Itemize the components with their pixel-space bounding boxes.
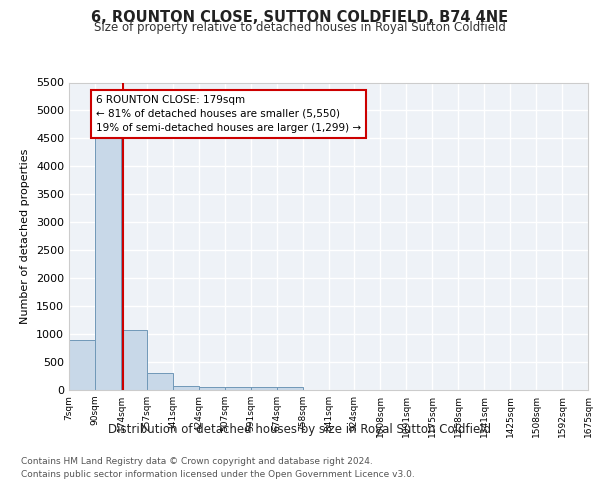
Bar <box>199 386 224 390</box>
Text: Contains HM Land Registry data © Crown copyright and database right 2024.: Contains HM Land Registry data © Crown c… <box>21 458 373 466</box>
Bar <box>277 387 302 390</box>
Bar <box>69 340 95 390</box>
Y-axis label: Number of detached properties: Number of detached properties <box>20 148 31 324</box>
Text: Distribution of detached houses by size in Royal Sutton Coldfield: Distribution of detached houses by size … <box>109 422 491 436</box>
Text: Size of property relative to detached houses in Royal Sutton Coldfield: Size of property relative to detached ho… <box>94 22 506 35</box>
Text: 6 ROUNTON CLOSE: 179sqm
← 81% of detached houses are smaller (5,550)
19% of semi: 6 ROUNTON CLOSE: 179sqm ← 81% of detache… <box>96 95 361 133</box>
Bar <box>121 330 147 390</box>
Bar <box>224 387 251 390</box>
Bar <box>147 373 173 390</box>
Text: Contains public sector information licensed under the Open Government Licence v3: Contains public sector information licen… <box>21 470 415 479</box>
Bar <box>95 136 121 390</box>
Text: 6, ROUNTON CLOSE, SUTTON COLDFIELD, B74 4NE: 6, ROUNTON CLOSE, SUTTON COLDFIELD, B74 … <box>91 10 509 25</box>
Bar <box>173 386 199 390</box>
Bar <box>251 387 277 390</box>
